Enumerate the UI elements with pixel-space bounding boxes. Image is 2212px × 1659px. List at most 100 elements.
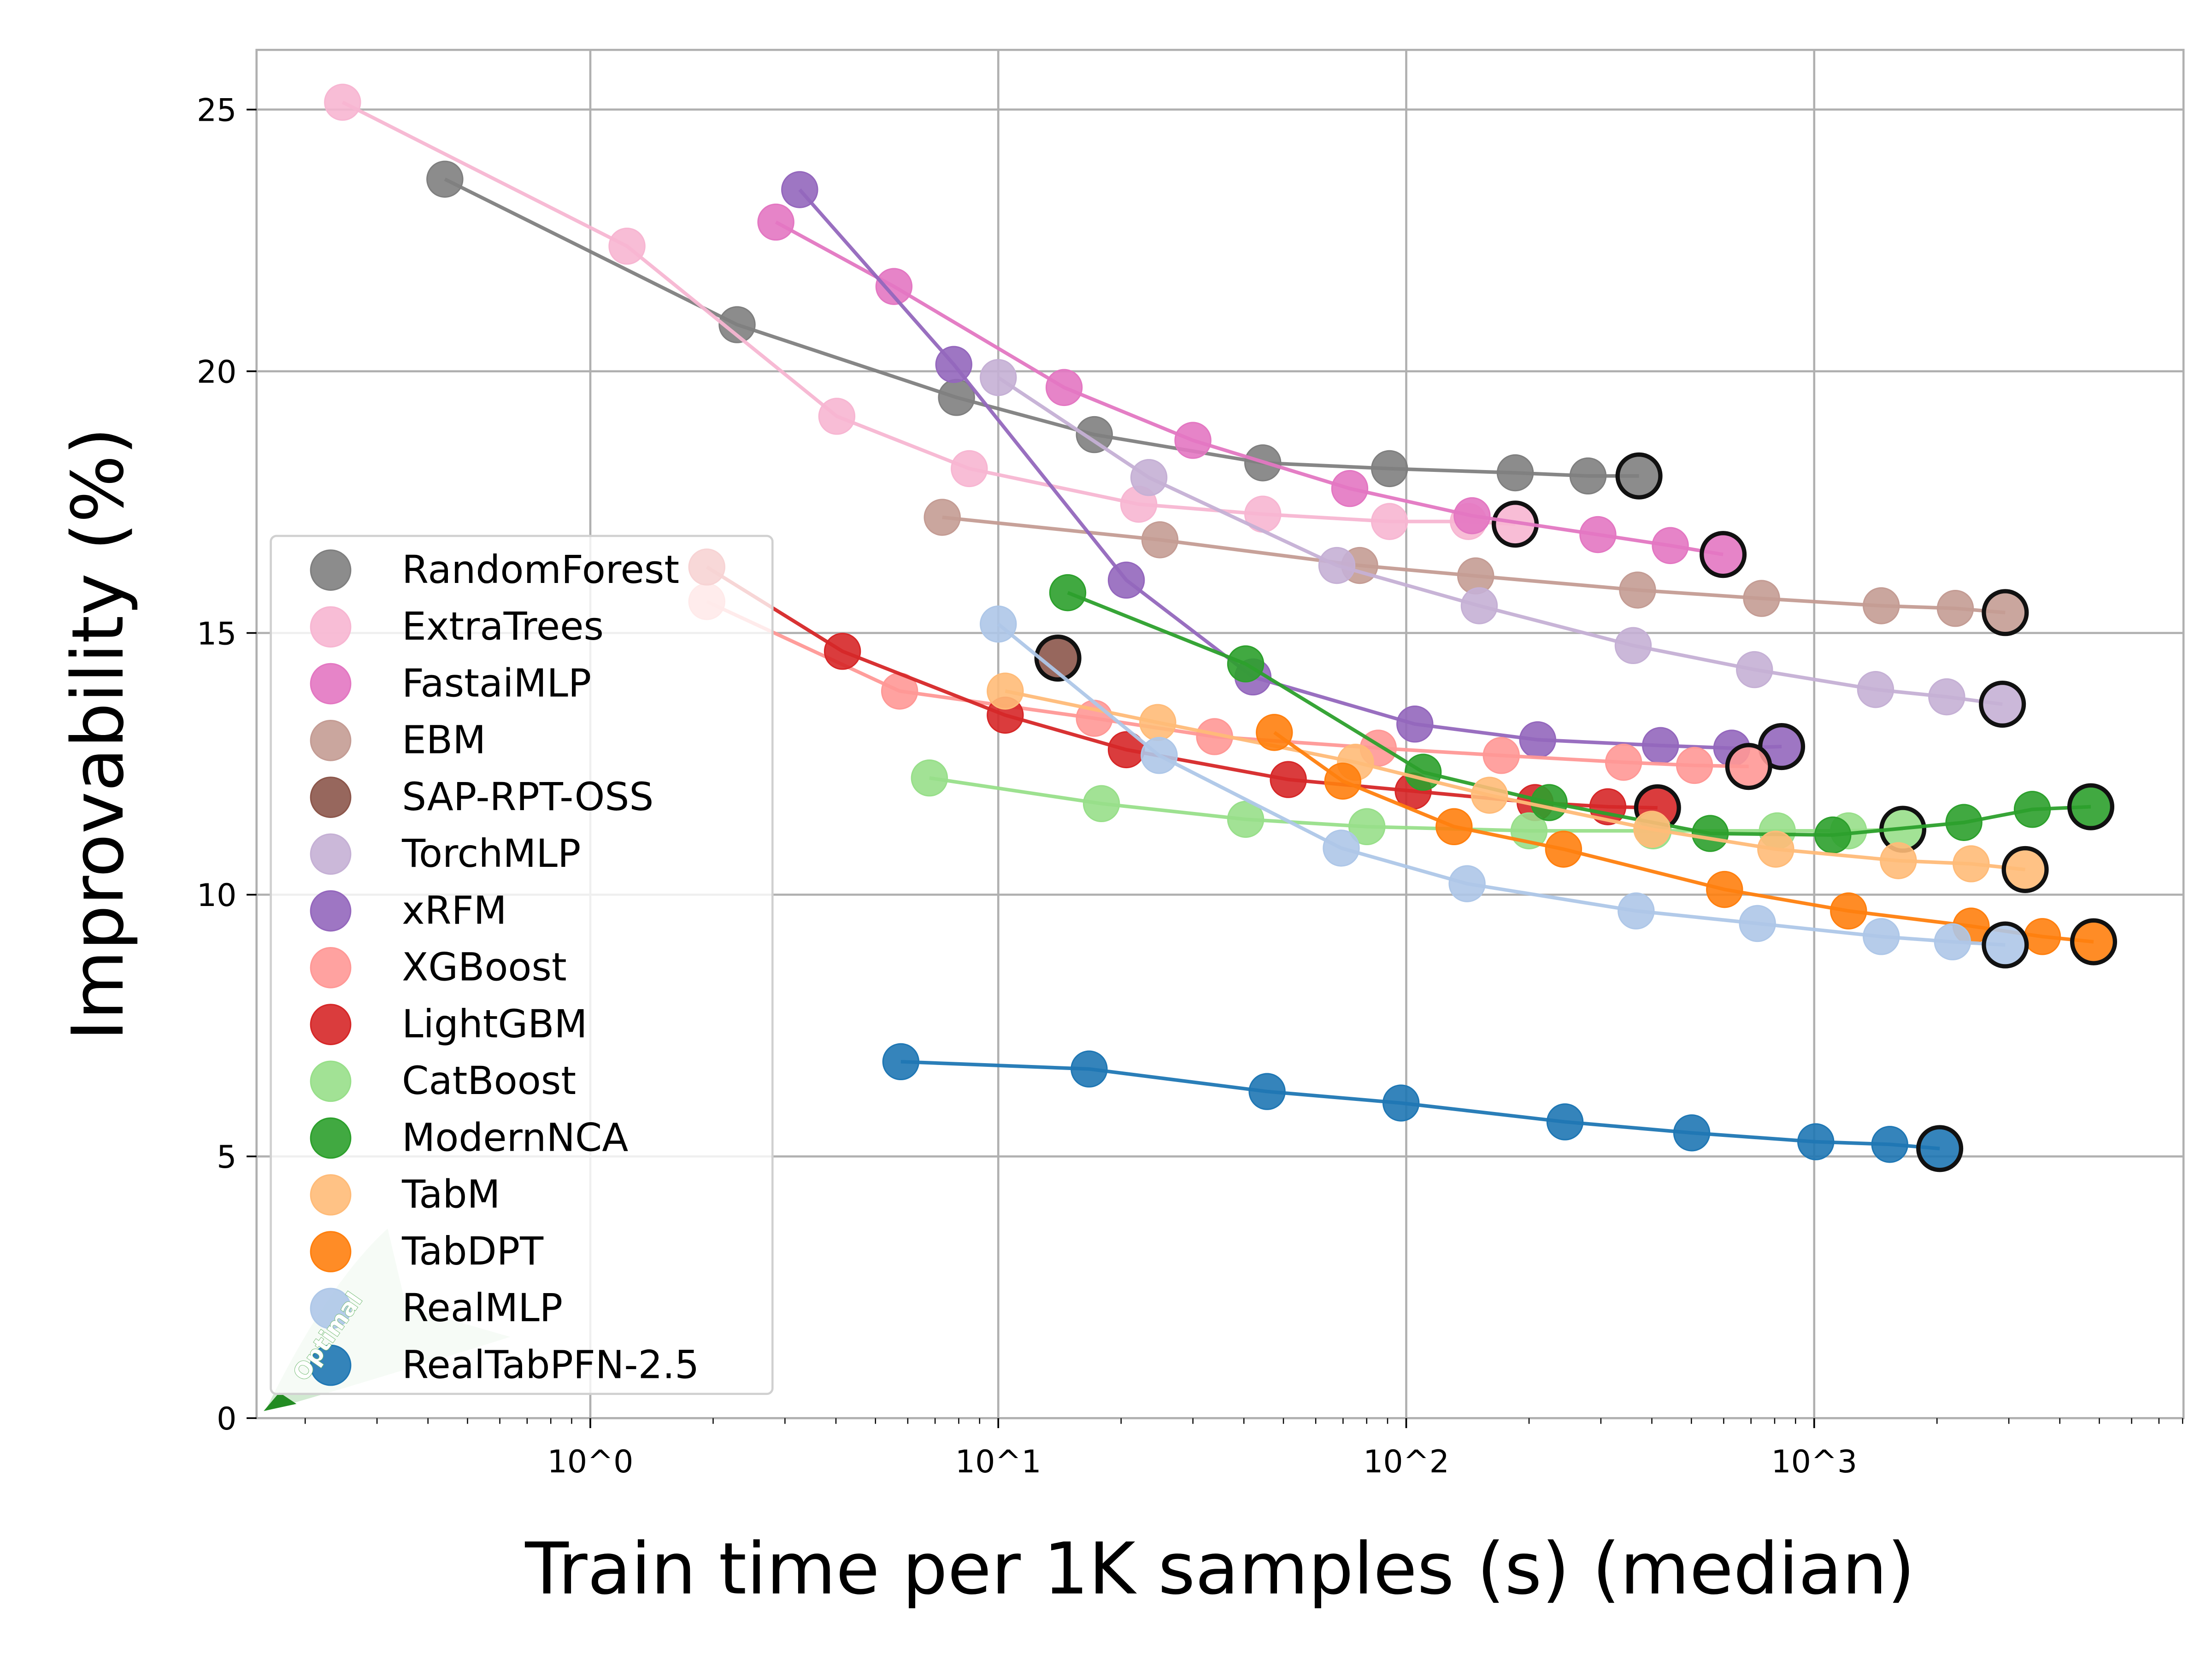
data-point <box>1448 865 1486 902</box>
data-point <box>1324 762 1362 800</box>
legend-marker <box>310 1288 352 1330</box>
data-point <box>1049 574 1087 612</box>
y-tick-label: 15 <box>197 616 237 652</box>
series-tabm <box>987 672 2049 893</box>
legend-label: ExtraTrees <box>402 604 604 649</box>
y-tick-label: 5 <box>217 1139 236 1176</box>
data-point <box>1071 1050 1108 1088</box>
series-fastaimlp <box>757 203 1747 578</box>
legend-marker <box>310 890 352 932</box>
final-point <box>2070 918 2118 965</box>
data-point <box>1934 923 1971 960</box>
data-point <box>1814 816 1852 854</box>
legend-label: TorchMLP <box>401 831 581 876</box>
data-point <box>1545 830 1583 868</box>
data-point <box>1460 587 1498 624</box>
data-point <box>1323 830 1360 867</box>
data-point <box>781 171 818 208</box>
series-line <box>1067 591 2091 837</box>
data-point <box>1652 527 1689 565</box>
legend-label: xRFM <box>402 888 507 933</box>
legend-item: ExtraTrees <box>310 604 604 649</box>
data-point <box>924 499 961 536</box>
series-lightgbm <box>688 548 1681 831</box>
data-point <box>1483 737 1520 774</box>
legend-marker <box>310 947 352 988</box>
data-point <box>1642 727 1679 764</box>
data-point <box>1863 587 1900 624</box>
final-point <box>1982 921 2029 969</box>
data-point <box>1619 571 1656 609</box>
legend-item: FastaiMLP <box>310 660 591 706</box>
data-point <box>1569 457 1607 495</box>
data-point <box>1945 804 1983 841</box>
data-point <box>1435 808 1473 846</box>
y-tick-label: 0 <box>217 1401 236 1437</box>
data-point <box>1676 747 1713 784</box>
legend-label: CatBoost <box>402 1058 576 1103</box>
series-line <box>706 565 1658 810</box>
series-randomforest <box>426 160 1663 500</box>
optimal-arrow-tip-icon <box>264 1392 297 1411</box>
data-point <box>1382 1084 1420 1122</box>
legend-item: xRFM <box>310 888 507 933</box>
legend-item: RandomForest <box>310 547 679 592</box>
data-point <box>1614 627 1652 665</box>
data-point <box>1691 815 1729 852</box>
legend-marker <box>310 777 352 818</box>
data-point <box>1174 422 1212 459</box>
data-point <box>1857 671 1894 708</box>
legend-label: LightGBM <box>402 1001 587 1047</box>
data-point <box>1227 800 1265 838</box>
data-point <box>1530 784 1568 821</box>
data-point <box>1348 808 1386 846</box>
legend-marker <box>310 833 352 875</box>
data-point <box>1471 777 1508 814</box>
data-point <box>1579 516 1617 553</box>
final-point <box>1034 635 1082 682</box>
legend-label: TabDPT <box>401 1229 544 1274</box>
data-point <box>1633 811 1671 848</box>
series-modernnca <box>1049 574 2115 854</box>
legend-label: XGBoost <box>402 945 567 990</box>
data-point <box>987 672 1024 710</box>
final-point <box>1982 589 2029 636</box>
series-sap-rpt-oss <box>1034 635 1082 682</box>
data-point <box>1880 842 1917 879</box>
data-point <box>718 306 756 343</box>
data-point <box>1371 503 1408 540</box>
final-point <box>2067 783 2115 830</box>
data-point <box>1396 705 1434 743</box>
legend-marker <box>310 1344 352 1386</box>
data-point <box>818 398 856 435</box>
legend-item: XGBoost <box>310 945 567 990</box>
data-point <box>2024 918 2061 955</box>
data-point <box>2013 791 2051 828</box>
y-tick-label: 20 <box>197 354 237 390</box>
data-point <box>980 359 1017 396</box>
legend-item: CatBoost <box>310 1058 576 1103</box>
data-point <box>1496 454 1534 492</box>
legend-item: TabM <box>310 1172 500 1217</box>
data-point <box>1256 714 1293 751</box>
data-point <box>1618 892 1655 930</box>
legend-marker <box>310 549 352 591</box>
series-realmlp <box>980 606 2029 969</box>
legend-item: LightGBM <box>310 1001 588 1047</box>
data-point <box>1331 470 1369 507</box>
legend-item: EBM <box>310 718 486 763</box>
final-point <box>1700 531 1747 578</box>
legend-marker <box>310 720 352 761</box>
data-point <box>1139 704 1177 741</box>
data-point <box>1270 761 1307 798</box>
data-point <box>1082 785 1120 823</box>
legend-item: RealMLP <box>310 1285 563 1330</box>
data-point <box>1830 892 1867 930</box>
data-point <box>1928 678 1965 716</box>
legend-label: FastaiMLP <box>402 660 591 706</box>
data-point <box>1736 651 1773 688</box>
legend-item: SAP-RPT-OSS <box>310 774 653 819</box>
plot-frame <box>255 48 2185 1419</box>
data-point <box>1863 918 1900 955</box>
